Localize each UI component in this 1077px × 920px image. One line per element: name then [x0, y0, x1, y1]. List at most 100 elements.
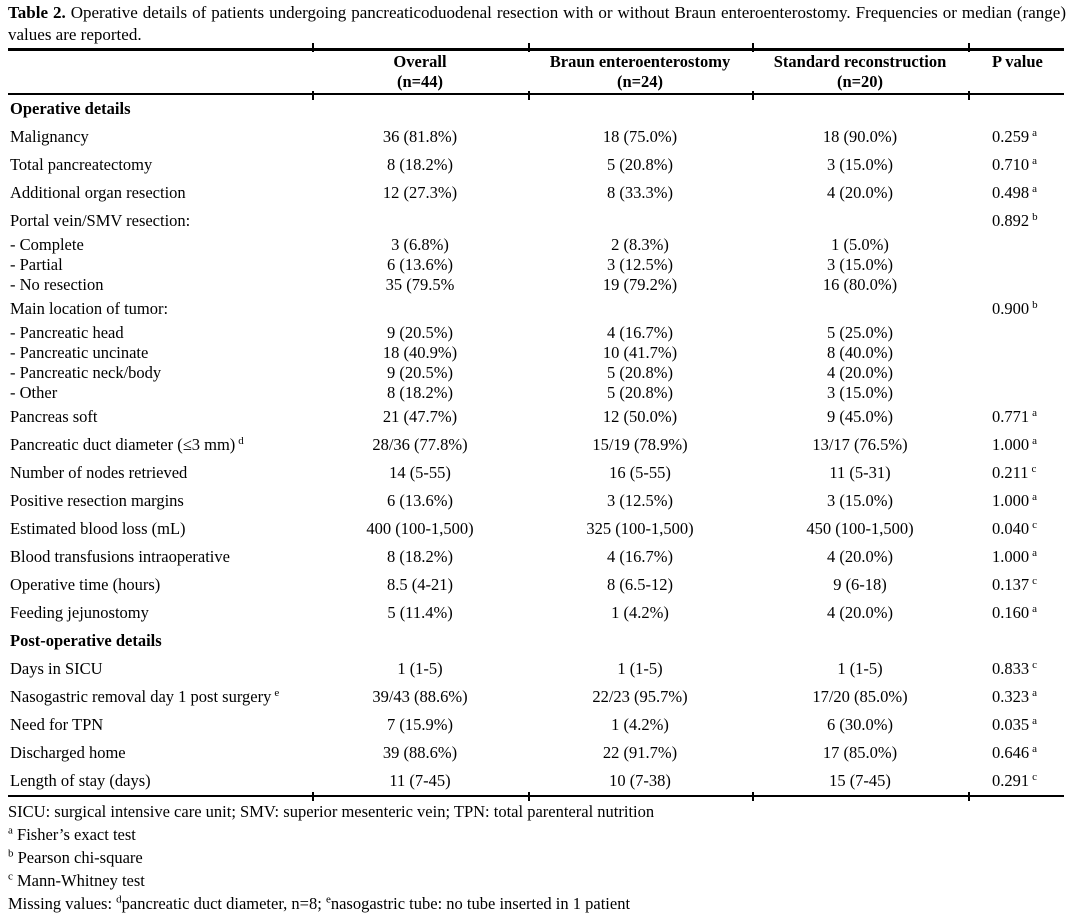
table-header-row: Overall (n=44) Braun enteroenterostomy (… [8, 48, 1064, 95]
cell-pvalue: 1.000 a [992, 546, 1038, 566]
row-label: Malignancy [10, 127, 89, 146]
cell-overall: 5 (11.4%) [387, 603, 453, 622]
cell-overall: 18 (40.9%) [382, 343, 458, 362]
row-label: Pancreatic duct diameter (≤3 mm) d [10, 434, 244, 454]
cell-braun: 1 (1-5) [617, 659, 663, 678]
footnote-text: SICU: surgical intensive care unit; SMV:… [8, 802, 655, 821]
cell-braun: 1 (4.2%) [611, 603, 669, 622]
pvalue-superscript: c [1032, 518, 1038, 531]
row-label: Main location of tumor: [10, 299, 169, 318]
cell-pvalue: 0.892 b [992, 210, 1038, 230]
column-header-pvalue: P value [968, 52, 1064, 72]
footnote-superscript: b [8, 847, 14, 860]
cell-braun: 16 (5-55) [609, 463, 671, 482]
column-header-line1: Braun enteroenterostomy [549, 52, 731, 71]
cell-braun: 15/19 (78.9%) [592, 435, 688, 454]
table-row: - Partial 6 (13.6%) 3 (12.5%) 3 (15.0%) [8, 255, 1064, 275]
column-divider-tick [528, 91, 530, 100]
footnote: SICU: surgical intensive care unit; SMV:… [8, 800, 1064, 823]
table-row: Feeding jejunostomy 5 (11.4%) 1 (4.2%) 4 (2… [8, 599, 1064, 627]
cell-pvalue [968, 235, 1064, 255]
cell-braun: 19 (79.2%) [602, 275, 678, 294]
table-row: Length of stay (days) 11 (7-45) 10 (7-38) 1… [8, 767, 1064, 795]
cell-overall: 9 (20.5%) [387, 363, 453, 382]
pvalue-superscript: c [1032, 658, 1038, 671]
cell-overall: 8 (18.2%) [387, 155, 453, 174]
cell-standard: 450 (100-1,500) [806, 519, 914, 538]
table-row: - No resection 35 (79.5% 19 (79.2%) 16 (80.… [8, 275, 1064, 295]
table-row: Blood transfusions intraoperative 8 (18.2… [8, 543, 1064, 571]
table-row: Main location of tumor: 0.900 b [8, 295, 1064, 323]
cell-standard: 13/17 (76.5%) [812, 435, 908, 454]
column-header-line1: P value [992, 52, 1043, 71]
cell-braun: 22 (91.7%) [602, 743, 678, 762]
row-label: Nasogastric removal day 1 post surgery e [10, 686, 280, 706]
section-header-row: Post-operative details [8, 627, 1064, 655]
table-row: Pancreatic duct diameter (≤3 mm) d 28/36 (… [8, 431, 1064, 459]
pvalue-superscript: a [1032, 126, 1038, 139]
pvalue-superscript: a [1032, 154, 1038, 167]
cell-overall: 9 (20.5%) [387, 323, 453, 342]
row-label: Number of nodes retrieved [10, 463, 188, 482]
cell-pvalue: 1.000 a [992, 490, 1038, 510]
cell-overall: 8.5 (4-21) [387, 575, 453, 594]
cell-braun: 2 (8.3%) [611, 235, 669, 254]
row-label: Pancreas soft [10, 407, 98, 426]
cell-braun: 3 (12.5%) [607, 491, 673, 510]
pvalue-superscript: a [1032, 742, 1038, 755]
cell-braun: 325 (100-1,500) [586, 519, 694, 538]
cell-standard: 3 (15.0%) [827, 491, 893, 510]
cell-standard: 4 (20.0%) [827, 603, 893, 622]
footnote-text: pancreatic duct diameter, n=8; [121, 894, 326, 913]
column-divider-tick [968, 43, 970, 52]
cell-pvalue: 0.900 b [992, 298, 1038, 318]
cell-standard: 3 (15.0%) [827, 155, 893, 174]
cell-standard: 4 (20.0%) [827, 547, 893, 566]
pvalue-superscript: c [1032, 574, 1038, 587]
column-header-line2: (n=24) [616, 72, 664, 91]
cell-standard: 9 (6-18) [833, 575, 887, 594]
footnote: Missing values: dpancreatic duct diamete… [8, 892, 1064, 915]
cell-pvalue [968, 343, 1064, 363]
cell-overall: 21 (47.7%) [382, 407, 458, 426]
row-label: Blood transfusions intraoperative [10, 547, 230, 566]
cell-overall: 6 (13.6%) [387, 255, 453, 274]
cell-overall [312, 207, 528, 235]
cell-pvalue: 0.771 a [992, 406, 1038, 426]
section-header-row: Operative details [8, 95, 1064, 123]
cell-pvalue [968, 383, 1064, 403]
table-row: Discharged home 39 (88.6%) 22 (91.7%) 17 (8… [8, 739, 1064, 767]
pvalue-superscript: b [1032, 298, 1038, 311]
cell-braun: 8 (6.5-12) [607, 575, 673, 594]
pvalue-superscript: a [1032, 686, 1038, 699]
row-label: Additional organ resection [10, 183, 186, 202]
row-label: Discharged home [10, 743, 126, 762]
row-label: Total pancreatectomy [10, 155, 153, 174]
pvalue-superscript: a [1032, 182, 1038, 195]
pvalue-superscript: b [1032, 210, 1038, 223]
column-header-line2: (n=44) [396, 72, 444, 91]
cell-overall: 39/43 (88.6%) [372, 687, 468, 706]
footnote-text: nasogastric tube: no tube inserted in 1 … [330, 894, 631, 913]
column-divider-tick [752, 91, 754, 100]
footnote-text: Fisher’s exact test [12, 825, 136, 844]
cell-standard: 17/20 (85.0%) [812, 687, 908, 706]
column-divider-tick [312, 91, 314, 100]
table-row: - Pancreatic neck/body 9 (20.5%) 5 (20.8%)… [8, 363, 1064, 383]
cell-standard [752, 207, 968, 235]
cell-pvalue: 0.035 a [992, 714, 1038, 734]
cell-braun: 4 (16.7%) [607, 323, 673, 342]
footnote-text: Missing values: [8, 894, 117, 913]
footnote-superscript: e [325, 893, 331, 906]
cell-pvalue: 0.259 a [992, 126, 1038, 146]
row-label: Feeding jejunostomy [10, 603, 149, 622]
cell-overall: 8 (18.2%) [387, 547, 453, 566]
table-row: - Complete 3 (6.8%) 2 (8.3%) 1 (5.0%) [8, 235, 1064, 255]
cell-pvalue: 0.323 a [992, 686, 1038, 706]
footnote: a Fisher’s exact test [8, 823, 1064, 846]
table-row: Days in SICU 1 (1-5) 1 (1-5) 1 (1-5) 0.833 c [8, 655, 1064, 683]
column-header-line1: Overall [393, 52, 447, 71]
column-divider-tick [528, 43, 530, 52]
column-divider-tick [528, 792, 530, 801]
row-label-superscript: d [238, 434, 244, 447]
